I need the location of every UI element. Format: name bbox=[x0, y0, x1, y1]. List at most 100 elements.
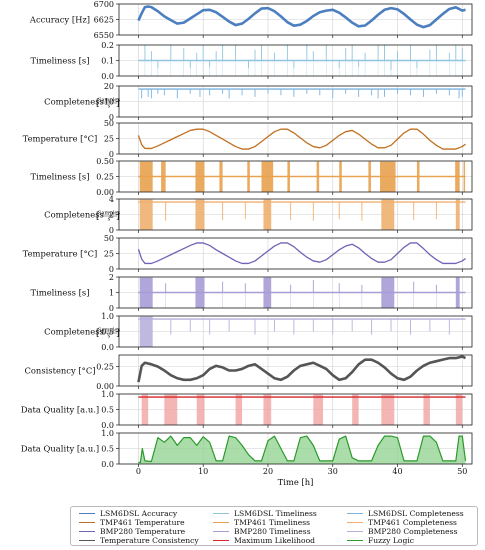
data-block bbox=[263, 394, 272, 425]
y-tick-label: 2 bbox=[109, 273, 114, 282]
legend-swatch bbox=[79, 522, 95, 523]
y-tick-label: 0 bbox=[109, 113, 114, 122]
y-axis-label-unit: s bbox=[108, 217, 111, 223]
axes-frame bbox=[118, 354, 473, 387]
y-tick-label: 6550 bbox=[94, 31, 114, 40]
y-tick-label: 1.0 bbox=[101, 312, 114, 321]
legend-swatch bbox=[213, 540, 229, 541]
y-axis-label-unit: s bbox=[108, 104, 111, 110]
legend-item: BMP280 Timeliness bbox=[213, 527, 311, 536]
y-tick-label: 0.0 bbox=[101, 421, 114, 430]
legend-label: LSM6DSL Accuracy bbox=[100, 509, 178, 518]
y-tick-label: 0.25 bbox=[96, 172, 114, 181]
legend-item: Temperature Consistency bbox=[79, 536, 199, 545]
y-tick-label: 0.25 bbox=[96, 362, 114, 371]
y-tick-label: 0 bbox=[109, 265, 114, 274]
series-line bbox=[137, 5, 466, 29]
y-axis-label: Accuracy [Hz] bbox=[29, 15, 90, 25]
y-axis-label: Temperature [°C] bbox=[23, 134, 98, 144]
legend-item: TMP461 Timeliness bbox=[213, 518, 310, 527]
y-tick-label: 0.1 bbox=[101, 56, 114, 65]
data-block bbox=[352, 394, 359, 425]
subplot-5: 0.50 0.25 0.00 Timeliness [s] bbox=[31, 157, 473, 197]
subplot-2: 0.2 0.1 0.0 Timeliness [s] bbox=[31, 41, 473, 81]
y-tick-label: 0.00 bbox=[96, 188, 114, 197]
subplot-4: 50 25 0 Temperature [°C] bbox=[23, 119, 473, 159]
data-block bbox=[423, 394, 430, 425]
subplot-8: 2 1 0 Timeliness [s] bbox=[31, 273, 473, 313]
data-block bbox=[381, 394, 395, 425]
data-block bbox=[195, 199, 205, 230]
series-line bbox=[137, 242, 466, 265]
legend-label: BMP280 Timeliness bbox=[234, 527, 311, 536]
y-tick-label: 0.0 bbox=[101, 72, 114, 81]
legend-swatch bbox=[347, 522, 363, 523]
y-tick-label: 0.5 bbox=[101, 327, 114, 336]
legend: LSM6DSL Accuracy LSM6DSL Timeliness LSM6DS… bbox=[70, 506, 478, 546]
y-tick-label: 0.5 bbox=[101, 405, 114, 414]
y-axis-label-unit: Samples bbox=[98, 211, 121, 217]
y-tick-label: 0.2 bbox=[101, 41, 114, 50]
legend-label: TMP461 Completeness bbox=[368, 518, 457, 527]
y-tick-label: 0 bbox=[109, 304, 114, 313]
data-block bbox=[141, 394, 149, 425]
legend-swatch bbox=[213, 513, 229, 514]
y-axis-label-unit: Samples bbox=[98, 328, 121, 334]
x-tick-label: 40 bbox=[392, 467, 402, 476]
series-line bbox=[137, 355, 467, 383]
series-area bbox=[138, 436, 466, 464]
y-tick-label: 2 bbox=[109, 210, 114, 219]
legend-item: LSM6DSL Timeliness bbox=[213, 509, 317, 518]
x-tick-label: 0 bbox=[136, 467, 141, 476]
y-tick-label: 0.5 bbox=[101, 444, 114, 453]
legend-item: LSM6DSL Accuracy bbox=[79, 509, 177, 518]
y-axis-label-unit: Samples bbox=[98, 98, 121, 104]
y-axis-label-bracket: ] bbox=[116, 99, 120, 109]
legend-label: LSM6DSL Completeness bbox=[368, 509, 464, 518]
x-tick-label: 50 bbox=[457, 467, 467, 476]
legend-label: TMP461 Timeliness bbox=[234, 518, 311, 527]
subplot-1: 6700 6625 6550 Accuracy [Hz] bbox=[29, 0, 473, 40]
y-tick-label: 0.00 bbox=[96, 382, 114, 391]
legend-label: Temperature Consistency bbox=[100, 536, 199, 545]
legend-label: BMP280 Temperature bbox=[100, 527, 186, 536]
subplot-7: 50 25 0 Temperature [°C] bbox=[23, 234, 473, 274]
y-tick-label: 0.50 bbox=[96, 157, 114, 166]
y-tick-label: 50 bbox=[104, 119, 114, 128]
x-tick-label: 30 bbox=[328, 467, 338, 476]
legend-swatch bbox=[347, 531, 363, 532]
legend-label: BMP280 Completeness bbox=[368, 527, 458, 536]
y-tick-label: 20 bbox=[104, 82, 114, 91]
y-axis-label: Timeliness [s] bbox=[31, 172, 90, 182]
legend-swatch bbox=[213, 531, 229, 532]
y-axis-label-bracket: [ bbox=[96, 99, 100, 109]
data-block bbox=[381, 199, 395, 230]
y-tick-label: 6700 bbox=[94, 0, 114, 9]
legend-swatch bbox=[213, 522, 229, 523]
legend-item: LSM6DSL Completeness bbox=[347, 509, 464, 518]
y-axis-label-bracket: [ bbox=[96, 212, 100, 222]
y-axis-label-bracket: ] bbox=[116, 329, 120, 339]
y-axis-label: Data Quality [a.u.] bbox=[21, 444, 99, 454]
y-axis-label: Completeness bbox=[44, 327, 104, 337]
y-axis-label: Completeness bbox=[44, 97, 104, 107]
legend-label: LSM6DSL Timeliness bbox=[234, 509, 317, 518]
legend-label: Maximum Likelihood bbox=[234, 536, 316, 545]
legend-item: TMP461 Completeness bbox=[347, 518, 457, 527]
x-tick-label: 20 bbox=[263, 467, 273, 476]
legend-swatch bbox=[79, 531, 95, 532]
legend-swatch bbox=[79, 513, 95, 514]
legend-item: BMP280 Temperature bbox=[79, 527, 185, 536]
y-tick-label: 50 bbox=[104, 234, 114, 243]
legend-swatch bbox=[347, 540, 363, 541]
y-tick-label: 1.0 bbox=[101, 390, 114, 399]
data-block bbox=[263, 199, 272, 230]
legend-item: Fuzzy Logic bbox=[347, 536, 414, 545]
legend-swatch bbox=[347, 513, 363, 514]
legend-item: TMP461 Temperature bbox=[79, 518, 185, 527]
y-tick-label: 0 bbox=[109, 150, 114, 159]
y-tick-label: 4 bbox=[109, 195, 114, 204]
